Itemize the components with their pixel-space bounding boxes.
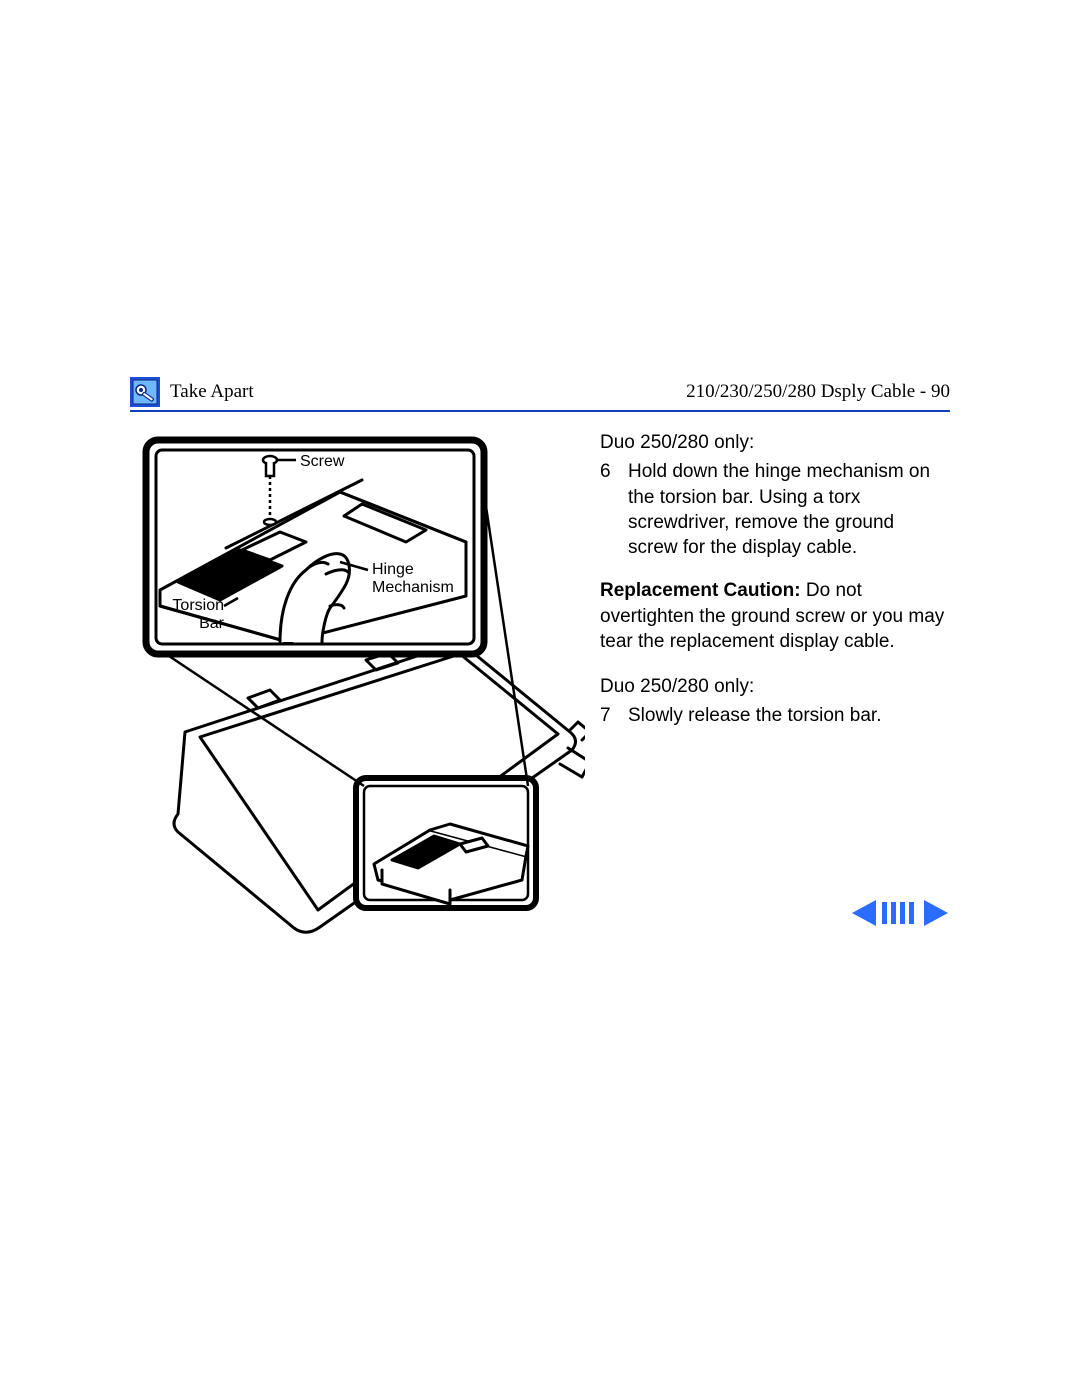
header-left: Take Apart	[130, 377, 254, 407]
page-nav	[850, 898, 950, 928]
heading-1: Duo 250/280 only:	[600, 430, 948, 455]
step-6-text: Hold down the hinge mechanism on the tor…	[628, 459, 948, 560]
step-6: 6 Hold down the hinge mechanism on the t…	[600, 459, 948, 560]
nav-prev-button[interactable]	[850, 898, 880, 928]
illustration	[130, 432, 585, 982]
step-6-number: 6	[600, 459, 614, 560]
text-column: Duo 250/280 only: 6 Hold down the hinge …	[600, 430, 948, 747]
step-7: 7 Slowly release the torsion bar.	[600, 703, 948, 728]
step-7-text: Slowly release the torsion bar.	[628, 703, 881, 728]
tool-icon	[130, 377, 160, 407]
nav-next-button[interactable]	[920, 898, 950, 928]
page: Take Apart 210/230/250/280 Dsply Cable -…	[0, 0, 1080, 1397]
caution-label: Replacement Caution:	[600, 580, 801, 601]
section-right: 210/230/250/280 Dsply Cable - 90	[686, 381, 950, 403]
header-row: Take Apart 210/230/250/280 Dsply Cable -…	[130, 375, 950, 409]
step-7-number: 7	[600, 703, 614, 728]
replacement-caution: Replacement Caution: Do not overtighten …	[600, 578, 948, 654]
heading-2: Duo 250/280 only:	[600, 674, 948, 699]
section-title: Take Apart	[170, 381, 254, 403]
header-rule	[130, 410, 950, 412]
